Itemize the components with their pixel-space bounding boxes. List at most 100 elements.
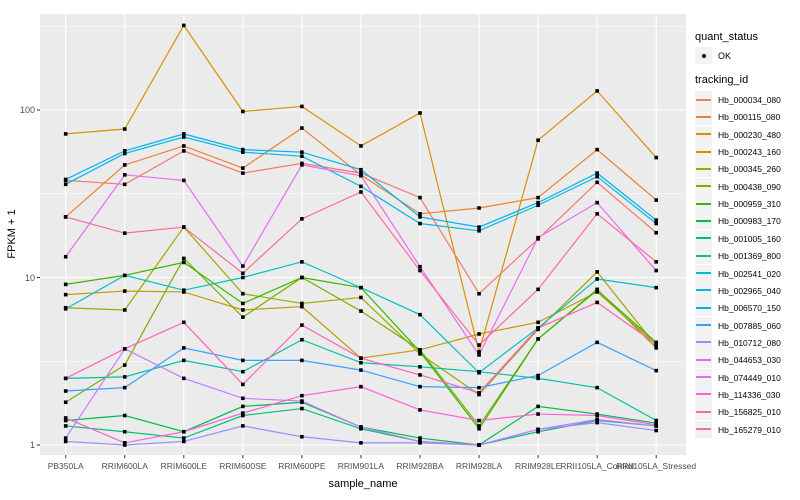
legend-title-quant-status: quant_status (695, 31, 758, 43)
line-swatch-icon (696, 133, 711, 136)
legend-item-label: Hb_001005_160 (718, 233, 781, 244)
data-point (182, 132, 186, 136)
data-point (654, 285, 658, 290)
x-tick-label: RRIM600LE (160, 461, 207, 471)
data-point (241, 396, 245, 401)
data-point (536, 203, 540, 208)
data-point (418, 111, 422, 115)
line-swatch-icon (696, 410, 711, 413)
data-point (241, 308, 245, 312)
data-point (182, 135, 186, 139)
data-point (122, 441, 127, 445)
data-point (477, 353, 481, 357)
data-point (477, 443, 481, 447)
legend-key-box (695, 281, 712, 299)
data-point (654, 221, 658, 226)
plot-panel (40, 14, 686, 455)
data-point (654, 230, 658, 235)
legend-item-label: Hb_000983_170 (718, 216, 781, 227)
data-point (122, 308, 127, 312)
y-axis-title: FPKM + 1 (6, 209, 18, 259)
data-point (595, 277, 599, 281)
data-point (182, 376, 186, 381)
legend-item-label: Hb_074449_010 (718, 372, 781, 383)
data-point (536, 429, 540, 434)
data-point (300, 337, 304, 342)
legend-item-label: Hb_010712_080 (718, 337, 781, 348)
data-point (359, 285, 363, 290)
data-point (536, 287, 540, 292)
data-point (300, 358, 304, 363)
data-point (418, 350, 422, 354)
legend-item-label: Hb_000115_080 (718, 112, 781, 123)
data-point (477, 343, 481, 347)
legend-item-label: Hb_000438_090 (718, 181, 781, 192)
legend-item-label: Hb_044653_030 (718, 355, 781, 366)
legend-item-label: Hb_002541_020 (718, 268, 781, 279)
data-point (359, 368, 363, 372)
data-point (241, 109, 245, 114)
legend-item-label: Hb_156825_010 (718, 407, 781, 418)
y-tick-label: 1 (29, 440, 35, 450)
data-point (359, 425, 363, 429)
data-point (300, 126, 304, 130)
legend-key-box (695, 91, 712, 108)
data-point (595, 385, 599, 390)
data-point (182, 260, 186, 265)
data-point (122, 413, 127, 418)
y-tick-label: 100 (19, 105, 35, 115)
data-point (63, 436, 68, 440)
legend-key-box (695, 195, 712, 213)
data-point (477, 418, 481, 423)
data-point (63, 424, 68, 428)
data-point (122, 231, 127, 235)
legend-key-box (695, 351, 712, 369)
data-point (241, 315, 245, 319)
data-point (300, 217, 304, 221)
data-point (241, 291, 245, 296)
data-point (595, 288, 599, 292)
x-tick-label: RRII105LA_Stressed (616, 461, 697, 471)
line-swatch-icon (696, 341, 711, 344)
data-point (63, 282, 68, 287)
x-tick-label: RRIM901LA (337, 461, 385, 471)
data-point (536, 412, 540, 416)
legend-key-box (695, 247, 712, 265)
data-point (477, 225, 481, 229)
data-point (536, 200, 540, 205)
data-point (359, 441, 363, 445)
data-point (63, 215, 68, 219)
data-point (418, 408, 422, 412)
data-point (182, 144, 186, 148)
x-tick-label: PB350LA (47, 461, 84, 471)
data-point (122, 182, 127, 187)
data-point (359, 295, 363, 300)
legend-item-label: Hb_000230_480 (718, 129, 781, 140)
data-point (595, 171, 599, 175)
data-point (477, 229, 481, 233)
data-point (477, 291, 481, 296)
y-tick-label: 10 (24, 272, 35, 283)
data-point (654, 260, 658, 264)
data-point (595, 174, 599, 179)
legend-key-box (695, 333, 712, 351)
data-point (300, 304, 304, 309)
data-point (241, 413, 245, 418)
x-tick-label: RRII105LA_Control (560, 461, 634, 471)
legend-key-box (695, 385, 712, 403)
legend-key-box (695, 420, 712, 438)
data-point (300, 434, 304, 439)
legend-key-box (695, 160, 712, 178)
data-point (182, 358, 186, 363)
data-point (241, 411, 245, 415)
data-point (536, 427, 540, 432)
data-point (122, 163, 127, 167)
data-point (122, 363, 127, 367)
data-point (241, 301, 245, 306)
legend-item-label: Hb_114336_030 (718, 389, 781, 400)
legend-key-box (695, 143, 712, 161)
data-point (418, 348, 422, 352)
data-point (418, 364, 422, 369)
data-point (241, 404, 245, 409)
data-point (63, 400, 68, 405)
